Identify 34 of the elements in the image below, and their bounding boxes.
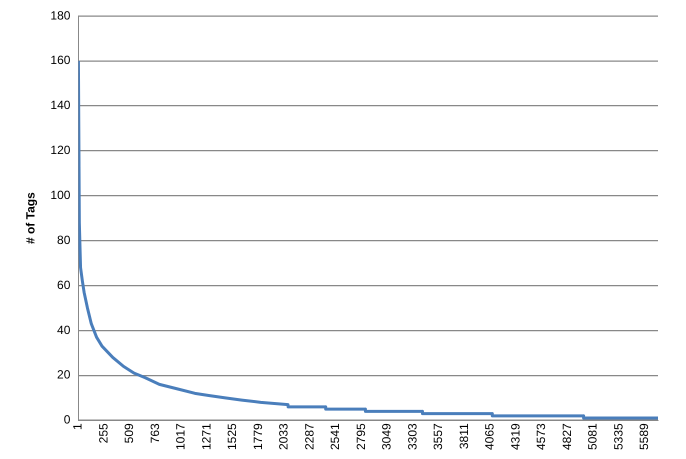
y-tick-label: 80: [57, 232, 71, 247]
y-tick-label: 120: [50, 143, 71, 158]
x-tick-label: 763: [148, 422, 162, 444]
x-tick-label: 2795: [354, 422, 368, 450]
y-tick-label: 20: [57, 368, 71, 382]
y-tick-label: 140: [50, 98, 71, 112]
x-tick-label: 3811: [456, 422, 471, 450]
x-tick-label: 2541: [328, 422, 342, 450]
x-tick-label: 3303: [405, 422, 420, 450]
y-tick-label: 40: [57, 322, 71, 337]
y-axis-title: # of Tags: [24, 192, 38, 244]
x-tick-label: 2287: [302, 422, 316, 450]
x-tick-label: 1017: [174, 422, 188, 450]
x-tick-label: 1779: [250, 422, 265, 450]
x-tick-label: 4827: [560, 422, 574, 450]
x-tick-label: 5081: [586, 422, 600, 450]
x-tick-label: 255: [96, 422, 110, 444]
x-tick-label: 4573: [534, 422, 548, 450]
y-tick-label: 0: [64, 412, 71, 427]
x-tick-label: 4319: [508, 422, 522, 450]
x-tick-label: 1: [70, 422, 85, 430]
y-tick-label: 100: [50, 188, 71, 202]
x-tick-label: 5589: [637, 422, 652, 450]
x-tick-label: 1525: [225, 422, 240, 450]
y-tick-label: 160: [50, 53, 71, 68]
x-tick-label: 2033: [276, 422, 291, 450]
y-tick-label: 60: [57, 278, 71, 292]
x-tick-label: 509: [122, 422, 136, 444]
x-tick-label: 1271: [199, 422, 214, 450]
x-tick-label: 3049: [380, 422, 394, 450]
y-tick-label: 180: [50, 8, 71, 22]
x-tick-label: 5335: [611, 422, 626, 450]
x-tick-label: 3557: [431, 422, 446, 450]
x-tick-label: 4065: [482, 422, 497, 450]
